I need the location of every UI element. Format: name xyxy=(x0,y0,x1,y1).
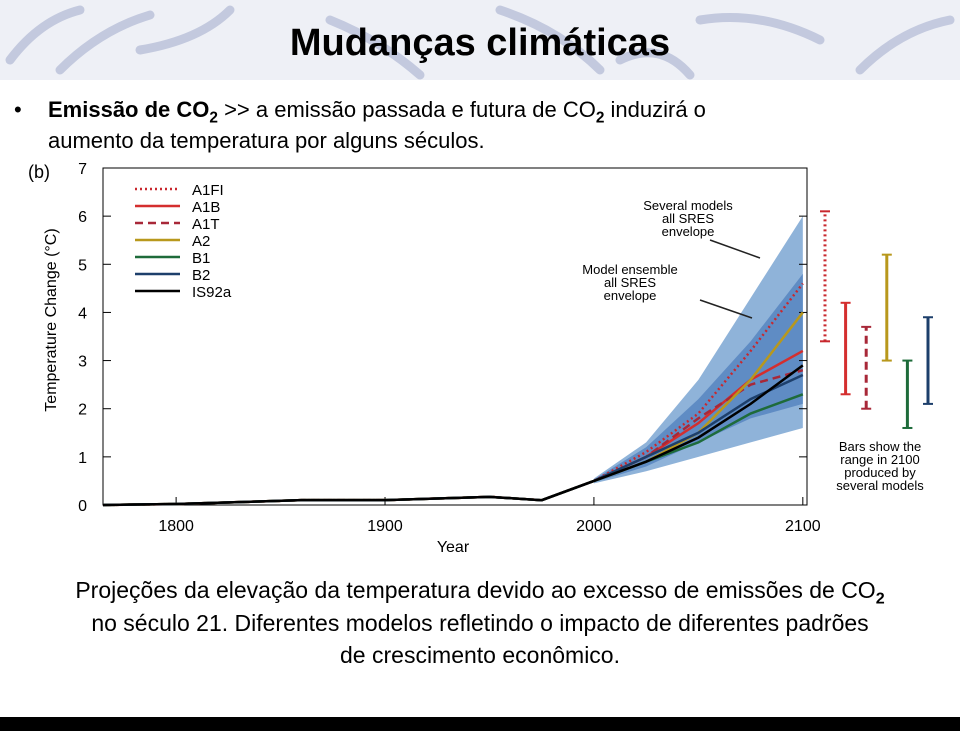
y-tick-label: 4 xyxy=(78,305,87,322)
annotation: Bars show the xyxy=(839,439,921,454)
caption-line: Projeções da elevação da temperatura dev… xyxy=(0,577,960,609)
plot-frame xyxy=(102,167,808,506)
annotation: all SRES xyxy=(604,275,656,290)
x-tick-label: 2000 xyxy=(576,518,612,535)
text: >> a emissão passada e futura de CO xyxy=(217,97,596,122)
legend-label: IS92a xyxy=(192,284,232,301)
series-line xyxy=(102,364,804,507)
caption-line: no século 21. Diferentes modelos refleti… xyxy=(91,610,869,636)
legend-label: A1B xyxy=(192,199,220,216)
y-tick-label: 5 xyxy=(78,257,87,274)
bullet-dot: • xyxy=(14,97,22,122)
footer-bar xyxy=(0,717,960,731)
legend-label: A1T xyxy=(192,216,220,233)
text: induzirá o xyxy=(604,97,706,122)
bullet-line: Emissão de CO2 >> a emissão passada e fu… xyxy=(48,97,706,127)
text: Projeções da elevação da temperatura dev… xyxy=(75,577,876,603)
legend-label: B1 xyxy=(192,250,210,267)
annotation: envelope xyxy=(662,224,715,239)
bullet-line: aumento da temperatura por alguns século… xyxy=(48,128,485,153)
envelope xyxy=(593,273,803,483)
y-tick-label: 2 xyxy=(78,402,87,419)
arrows xyxy=(699,239,761,319)
subscript: 2 xyxy=(595,109,605,127)
legend-label: B2 xyxy=(192,267,210,284)
subscript: 2 xyxy=(209,109,218,127)
panel-label: (b) xyxy=(28,162,50,182)
annotation: Model ensemble xyxy=(582,262,677,277)
y-axis-label: Temperature Change (°C) xyxy=(43,228,60,411)
x-tick-label: 1900 xyxy=(367,518,403,535)
annotation: range in 2100 xyxy=(840,452,920,467)
legend-label: A1FI xyxy=(192,182,224,199)
y-tick-label: 0 xyxy=(78,498,87,515)
x-axis-label: Year xyxy=(437,539,470,556)
annotation: envelope xyxy=(604,288,657,303)
y-tick-label: 6 xyxy=(78,209,87,226)
subscript: 2 xyxy=(875,589,885,608)
y-tick-label: 1 xyxy=(78,450,87,467)
annotation: several models xyxy=(836,478,924,493)
text: Emissão de CO xyxy=(48,97,210,122)
y-tick-label: 3 xyxy=(78,354,87,371)
legend-label: A2 xyxy=(192,233,210,250)
slide-title: Mudanças climáticas xyxy=(289,22,671,64)
y-tick-label: 7 xyxy=(78,161,87,178)
header-decoration xyxy=(0,0,960,80)
chart: 0 1 2 3 4 5 6 7 1800 1900 2000 2100 Year Temperature … xyxy=(28,161,933,556)
annotation: Several models xyxy=(643,198,733,213)
x-tick-label: 2100 xyxy=(785,518,821,535)
annotation: all SRES xyxy=(662,211,714,226)
caption-line: de crescimento econômico. xyxy=(340,642,620,668)
x-tick-label: 1800 xyxy=(158,518,194,535)
annotation: produced by xyxy=(844,465,916,480)
